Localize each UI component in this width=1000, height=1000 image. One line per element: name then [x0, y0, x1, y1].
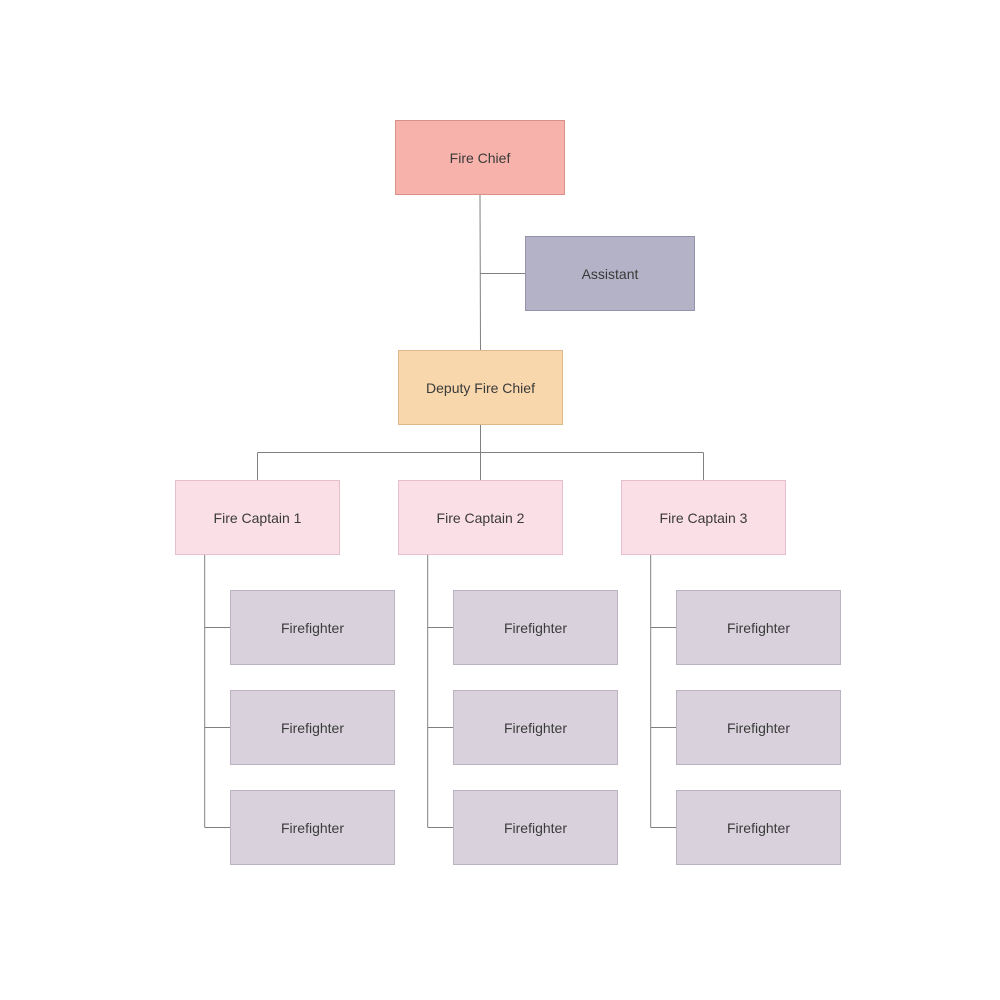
- node-firefighter: Firefighter: [676, 790, 841, 865]
- node-firefighter: Firefighter: [453, 790, 618, 865]
- node-label: Fire Chief: [450, 150, 511, 166]
- node-label: Firefighter: [281, 620, 344, 636]
- node-fire-captain-1: Fire Captain 1: [175, 480, 340, 555]
- node-firefighter: Firefighter: [230, 590, 395, 665]
- node-label: Firefighter: [727, 620, 790, 636]
- node-firefighter: Firefighter: [453, 690, 618, 765]
- node-label: Fire Captain 3: [660, 510, 748, 526]
- node-assistant: Assistant: [525, 236, 695, 311]
- node-firefighter: Firefighter: [676, 690, 841, 765]
- node-label: Fire Captain 1: [214, 510, 302, 526]
- node-label: Firefighter: [281, 720, 344, 736]
- node-firefighter: Firefighter: [453, 590, 618, 665]
- node-label: Firefighter: [504, 720, 567, 736]
- node-label: Firefighter: [727, 820, 790, 836]
- node-firefighter: Firefighter: [230, 690, 395, 765]
- node-label: Firefighter: [727, 720, 790, 736]
- node-fire-captain-3: Fire Captain 3: [621, 480, 786, 555]
- node-label: Firefighter: [281, 820, 344, 836]
- node-label: Firefighter: [504, 620, 567, 636]
- node-label: Firefighter: [504, 820, 567, 836]
- node-label: Deputy Fire Chief: [426, 380, 535, 396]
- node-label: Fire Captain 2: [437, 510, 525, 526]
- node-label: Assistant: [582, 266, 639, 282]
- node-fire-chief: Fire Chief: [395, 120, 565, 195]
- node-fire-captain-2: Fire Captain 2: [398, 480, 563, 555]
- node-firefighter: Firefighter: [230, 790, 395, 865]
- org-chart: Fire Chief Assistant Deputy Fire Chief F…: [0, 0, 1000, 1000]
- node-deputy-fire-chief: Deputy Fire Chief: [398, 350, 563, 425]
- node-firefighter: Firefighter: [676, 590, 841, 665]
